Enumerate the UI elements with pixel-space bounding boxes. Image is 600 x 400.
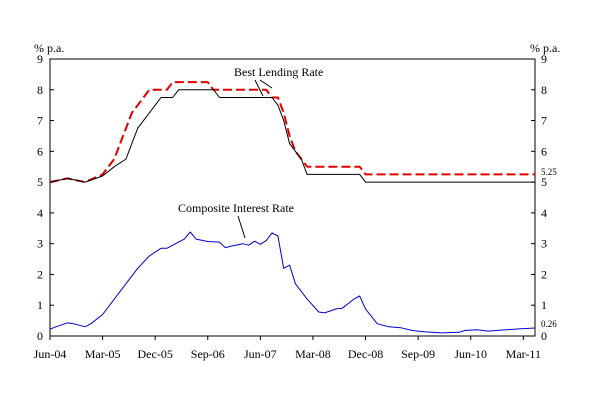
cir-annotation: Composite Interest Rate (178, 201, 294, 215)
x-tick-label: Mar-05 (85, 347, 121, 361)
y-tick-label-left: 4 (37, 206, 43, 220)
y-tick-label-left: 9 (37, 52, 43, 66)
y-tick-label-right: 1 (541, 298, 547, 312)
x-tick-label: Mar-11 (506, 347, 541, 361)
y-tick-label-left: 6 (37, 144, 43, 158)
blr-end-label: 5.25 (541, 167, 557, 177)
series-line-blr-red (49, 81, 535, 184)
x-tick-label: Jun-07 (244, 347, 277, 361)
x-tick-label: Dec-05 (138, 347, 173, 361)
y-tick-label-right: 4 (541, 206, 547, 220)
blr-pointer-red (259, 79, 273, 89)
x-tick-label: Jun-04 (34, 347, 67, 361)
y-tick-label-left: 1 (37, 298, 43, 312)
cir-pointer (237, 215, 246, 239)
x-tick-label: Sep-09 (401, 347, 435, 361)
x-tick-label: Jun-10 (454, 347, 487, 361)
plot-frame (49, 58, 536, 337)
y-tick-label-right: 0 (541, 329, 547, 343)
cir-end-label: 0.26 (541, 319, 557, 329)
axis-ticks: 0 0 1 1 2 2 3 3 4 4 5 5 6 6 7 7 8 8 9 9 Jun-04 Mar-05 Dec-05 Se… (34, 52, 547, 361)
x-tick-label: Dec-08 (348, 347, 383, 361)
y-tick-label-right: 6 (541, 144, 547, 158)
y-tick-label-left: 5 (37, 175, 43, 189)
y-tick-label-left: 0 (37, 329, 43, 343)
y-tick-label-left: 3 (37, 237, 43, 251)
y-tick-label-right: 5 (541, 175, 547, 189)
y-tick-label-right: 3 (541, 237, 547, 251)
y-tick-label-right: 9 (541, 52, 547, 66)
y-tick-label-right: 8 (541, 83, 547, 97)
y-tick-label-right: 2 (541, 267, 547, 281)
y-tick-label-left: 7 (37, 114, 43, 128)
right-axis-unit: % p.a. (530, 41, 560, 55)
series-layer (49, 81, 536, 334)
y-tick-label-left: 2 (37, 267, 43, 281)
blr-annotation: Best Lending Rate (234, 65, 323, 79)
blr-pointer-black (254, 79, 264, 97)
x-tick-label: Sep-06 (191, 347, 225, 361)
y-tick-label-right: 7 (541, 114, 547, 128)
y-tick-label-left: 8 (37, 83, 43, 97)
series-line-cir (49, 231, 536, 334)
x-tick-label: Mar-08 (295, 347, 331, 361)
series-line-blr-black (49, 89, 535, 183)
left-axis-unit: % p.a. (34, 41, 64, 55)
